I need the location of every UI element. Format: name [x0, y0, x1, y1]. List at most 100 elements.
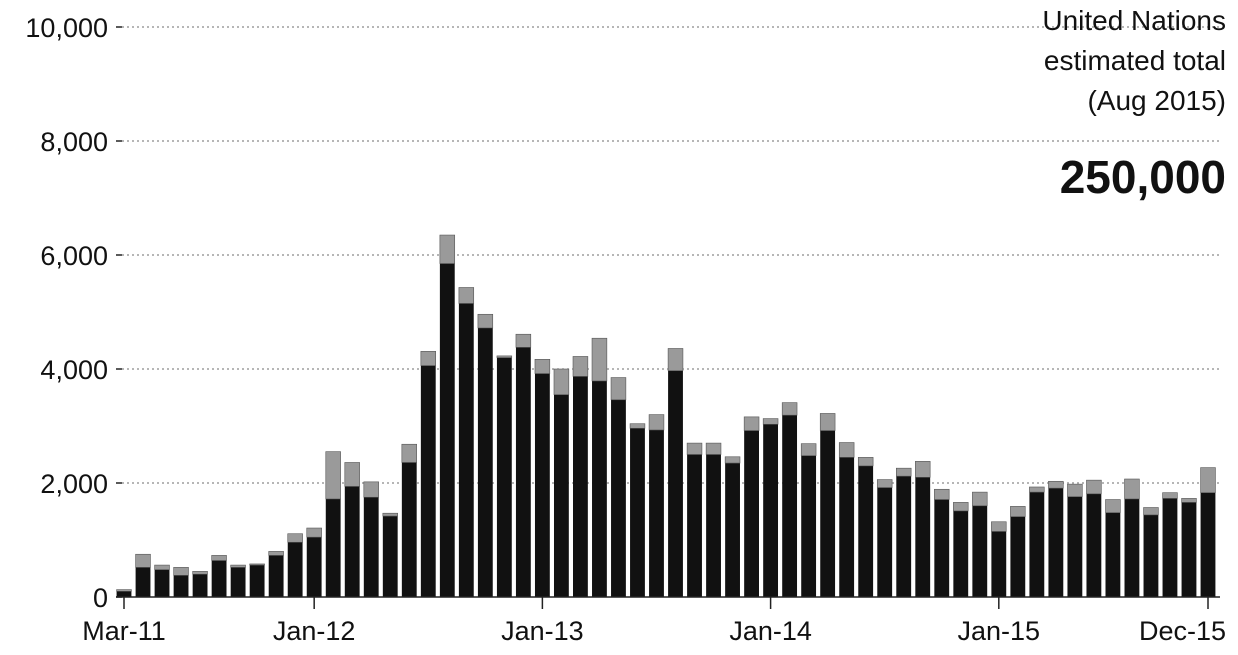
bar-base-segment	[268, 555, 284, 597]
bar-base-segment	[934, 499, 950, 597]
bar-top-segment	[762, 418, 779, 425]
bar-base-segment	[1200, 492, 1216, 597]
bar-base-segment	[592, 380, 607, 597]
annotation-line-1: United Nations	[1042, 5, 1226, 36]
bar-top-segment	[991, 521, 1007, 532]
bar-top-segment	[382, 512, 398, 517]
bar-top-segment	[972, 491, 988, 507]
annotation-line-2: estimated total	[1044, 45, 1226, 76]
bar-top-segment	[648, 414, 665, 431]
bar-base-segment	[611, 399, 626, 597]
bar-base-segment	[782, 415, 798, 597]
bar-base-segment	[458, 303, 474, 597]
bar-top-segment	[306, 527, 322, 538]
bar-top-segment	[610, 377, 627, 401]
bar-base-segment	[744, 430, 759, 597]
bar-base-segment	[649, 429, 664, 597]
bar-top-segment	[135, 553, 151, 568]
bar-top-segment	[515, 333, 532, 348]
bar-base-segment	[763, 424, 779, 597]
bar-top-segment	[1200, 467, 1216, 493]
bar-base-segment	[230, 567, 246, 597]
bar-top-segment	[325, 451, 341, 500]
bar-top-segment	[800, 443, 817, 456]
bar-base-segment	[306, 537, 322, 597]
bar-base-segment	[877, 487, 893, 597]
bar-base-segment	[706, 454, 721, 597]
bar-base-segment	[668, 370, 683, 597]
x-tick-label: Dec-15	[1139, 616, 1226, 646]
bar-top-segment	[363, 481, 379, 498]
bar-top-segment	[915, 461, 931, 478]
bar-base-segment	[382, 516, 398, 597]
bar-top-segment	[534, 359, 551, 374]
bar-top-segment	[1143, 507, 1159, 516]
y-tick-label: 2,000	[40, 469, 108, 499]
bar-top-segment	[553, 368, 570, 395]
un-estimate-annotation: United Nations estimated total (Aug 2015…	[1042, 5, 1226, 203]
bar-top-segment	[953, 502, 969, 512]
bar-top-segment	[268, 551, 284, 556]
bar-base-segment	[173, 575, 189, 597]
bar-base-segment	[363, 497, 379, 597]
bar-top-segment	[934, 488, 950, 500]
y-tick-label: 8,000	[40, 127, 108, 157]
bar-base-segment	[1067, 496, 1083, 597]
bar-base-segment	[573, 376, 588, 597]
bar-top-segment	[1010, 506, 1026, 517]
bar-top-segment	[287, 533, 303, 543]
bar-top-segment	[1048, 480, 1064, 489]
bar-top-segment	[743, 416, 760, 431]
bar-base-segment	[1048, 488, 1064, 597]
bar-top-segment	[629, 423, 646, 429]
bar-top-segment	[686, 442, 703, 455]
bar-base-segment	[896, 476, 912, 597]
bar-top-segment	[1124, 478, 1140, 500]
bar-base-segment	[725, 463, 740, 597]
grid-lines	[122, 26, 1220, 484]
bar-base-segment	[1010, 516, 1026, 597]
bar-top-segment	[401, 443, 417, 463]
bar-top-segment	[496, 355, 513, 358]
y-tick-label: 10,000	[25, 13, 108, 43]
bar-base-segment	[401, 462, 417, 597]
bar-top-segment	[1181, 498, 1197, 503]
bar-top-segment	[1029, 486, 1045, 493]
bar-base-segment	[287, 542, 303, 597]
x-tick-label: Mar-11	[82, 616, 166, 646]
bar-base-segment	[1086, 493, 1102, 597]
bar-base-segment	[344, 486, 360, 597]
bar-top-segment	[572, 356, 589, 377]
bar-top-segment	[439, 234, 456, 264]
bar-base-segment	[192, 574, 208, 597]
bar-base-segment	[553, 394, 569, 597]
bar-top-segment	[477, 313, 494, 329]
x-tick-label: Jan-12	[273, 616, 356, 646]
x-tick-label: Jan-14	[729, 616, 812, 646]
bar-base-segment	[154, 569, 170, 597]
bar-top-segment	[857, 457, 874, 467]
bar-top-segment	[724, 456, 741, 464]
bar-top-segment	[192, 571, 208, 575]
x-tick-label: Jan-13	[501, 616, 584, 646]
bar-base-segment	[1124, 498, 1140, 597]
bar-base-segment	[515, 347, 531, 597]
bar-top-segment	[876, 479, 893, 488]
bar-base-segment	[496, 357, 512, 597]
bar-base-segment	[211, 560, 227, 597]
bar-top-segment	[154, 564, 170, 570]
bar-top-segment	[896, 467, 912, 477]
bar-top-segment	[667, 348, 684, 372]
bar-base-segment	[858, 465, 874, 597]
bar-top-segment	[781, 402, 798, 416]
annotation-total-value: 250,000	[1060, 151, 1226, 203]
bar-base-segment	[1143, 514, 1159, 597]
bar-top-segment	[249, 563, 265, 566]
bar-base-segment	[972, 505, 988, 597]
y-tick-label: 0	[93, 583, 108, 613]
bar-base-segment	[534, 373, 550, 597]
bar-top-segment	[1105, 499, 1121, 513]
bar-series	[116, 234, 1216, 597]
y-tick-label: 6,000	[40, 241, 108, 271]
